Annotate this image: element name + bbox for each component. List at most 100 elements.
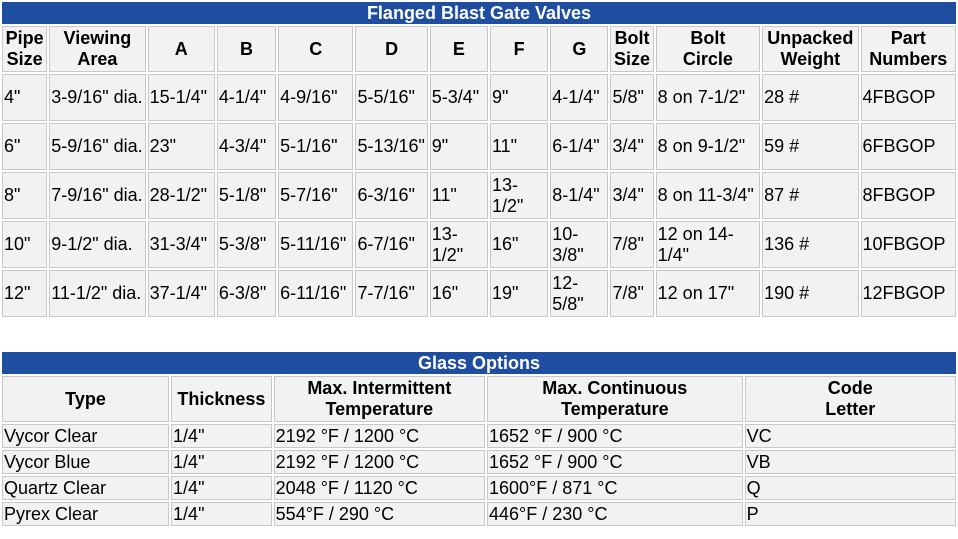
glass-header-row: Type Thickness Max. Intermittent Temperatur… <box>2 376 956 422</box>
table-cell: 19" <box>489 270 549 317</box>
header-line: Part <box>890 28 926 48</box>
valves-column-header: F <box>489 26 549 72</box>
table-cell: 11-1/2" dia. <box>49 270 146 317</box>
table-cell: 5-3/4" <box>429 74 488 121</box>
header-line: C <box>309 38 323 59</box>
header-line: Bolt <box>614 28 650 48</box>
table-cell: 8-1/4" <box>550 172 609 219</box>
valves-column-header: Pipe Size <box>2 26 48 72</box>
table-cell: 4FBGOP <box>860 74 956 121</box>
header-line: Bolt <box>690 28 726 48</box>
table-row: 10" 9-1/2" dia. 31-3/4" 5-3/8" 5-11/16" 6-7/1… <box>2 221 956 268</box>
table-cell: 10-3/8" <box>550 221 609 268</box>
valves-column-header: Unpacked Weight <box>762 26 859 72</box>
table-cell: Vycor Clear <box>2 424 170 448</box>
table-cell: 5/8" <box>610 74 654 121</box>
table-cell: 12 on 17" <box>655 270 761 317</box>
table-cell: 8 on 11-3/4" <box>655 172 761 219</box>
valves-column-header: B <box>216 26 277 72</box>
table-cell: 7-7/16" <box>355 270 428 317</box>
header-line: Pipe <box>5 28 44 48</box>
table-row: Quartz Clear 1/4" 2048 °F / 1120 °C 1600°F … <box>2 476 956 500</box>
header-line: Weight <box>780 49 841 69</box>
valves-column-header: C <box>278 26 354 72</box>
table-cell: 5-11/16" <box>278 221 354 268</box>
glass-options-table: Glass Options Type Thickness Max. Intermit… <box>0 350 958 528</box>
table-cell: 31-3/4" <box>147 221 215 268</box>
table-cell: 446°F / 230 °C <box>487 502 743 526</box>
header-line: A <box>174 38 188 59</box>
table-cell: 2048 °F / 1120 °C <box>273 476 485 500</box>
table-cell: 23" <box>147 123 215 170</box>
table-cell: 10FBGOP <box>860 221 956 268</box>
table-cell: 1652 °F / 900 °C <box>487 450 743 474</box>
header-line: Type <box>65 388 106 409</box>
table-cell: P <box>744 502 956 526</box>
table-row: 6" 5-9/16" dia. 23" 4-3/4" 5-1/16" 5-13/16" 9"… <box>2 123 956 170</box>
table-cell: 11" <box>429 172 488 219</box>
table-cell: 1/4" <box>171 424 272 448</box>
valves-column-header: E <box>429 26 488 72</box>
valves-column-header: A <box>147 26 215 72</box>
table-cell: VC <box>744 424 956 448</box>
table-cell: 6-3/8" <box>216 270 277 317</box>
table-cell: VB <box>744 450 956 474</box>
table-cell: 15-1/4" <box>147 74 215 121</box>
table-cell: 4-1/4" <box>550 74 609 121</box>
table-cell: 4-1/4" <box>216 74 277 121</box>
glass-title: Glass Options <box>2 352 956 374</box>
table-cell: 59 # <box>762 123 859 170</box>
valves-title: Flanged Blast Gate Valves <box>2 2 956 24</box>
table-cell: 8 on 9-1/2" <box>655 123 761 170</box>
table-cell: 5-5/16" <box>355 74 428 121</box>
valves-column-header: Viewing Area <box>49 26 146 72</box>
header-line: Viewing <box>63 28 132 48</box>
table-cell: 4-3/4" <box>216 123 277 170</box>
table-cell: 7-9/16" dia. <box>49 172 146 219</box>
header-line: Temperature <box>560 399 669 419</box>
table-cell: 1600°F / 871 °C <box>487 476 743 500</box>
header-line: Numbers <box>869 49 948 69</box>
table-cell: 11" <box>489 123 549 170</box>
header-line: Max. Continuous <box>542 378 688 398</box>
glass-column-header: Code Letter <box>744 376 956 422</box>
table-cell: 6-1/4" <box>550 123 609 170</box>
table-cell: 1/4" <box>171 476 272 500</box>
table-cell: 12 on 14-1/4" <box>655 221 761 268</box>
table-cell: 3/4" <box>610 123 654 170</box>
table-cell: Pyrex Clear <box>2 502 170 526</box>
table-cell: 12" <box>2 270 48 317</box>
table-cell: 5-1/8" <box>216 172 277 219</box>
header-line: F <box>513 38 525 59</box>
valves-column-header: G <box>550 26 609 72</box>
table-cell: 4-9/16" <box>278 74 354 121</box>
table-cell: 8" <box>2 172 48 219</box>
table-row: Vycor Blue 1/4" 2192 °F / 1200 °C 1652 °F /… <box>2 450 956 474</box>
table-cell: 5-1/16" <box>278 123 354 170</box>
table-cell: 9-1/2" dia. <box>49 221 146 268</box>
table-cell: 16" <box>489 221 549 268</box>
table-cell: 6FBGOP <box>860 123 956 170</box>
table-cell: 1652 °F / 900 °C <box>487 424 743 448</box>
table-row: Pyrex Clear 1/4" 554°F / 290 °C 446°F / 230… <box>2 502 956 526</box>
header-line: E <box>452 38 465 59</box>
table-cell: 13-1/2" <box>429 221 488 268</box>
table-cell: 1/4" <box>171 502 272 526</box>
valves-header-row: Pipe Size Viewing Area A B C D E F G Bolt Size Bolt Ci… <box>2 26 956 72</box>
table-cell: 16" <box>429 270 488 317</box>
table-cell: 554°F / 290 °C <box>273 502 485 526</box>
table-cell: 87 # <box>762 172 859 219</box>
table-cell: 1/4" <box>171 450 272 474</box>
glass-column-header: Max. Intermittent Temperature <box>273 376 485 422</box>
table-cell: 3/4" <box>610 172 654 219</box>
header-line: Temperature <box>325 399 434 419</box>
table-cell: 5-3/8" <box>216 221 277 268</box>
table-row: 12" 11-1/2" dia. 37-1/4" 6-3/8" 6-11/16" 7-7/… <box>2 270 956 317</box>
header-line: Size <box>614 49 651 69</box>
glass-column-header: Max. Continuous Temperature <box>487 376 743 422</box>
header-line: Size <box>6 49 43 69</box>
table-cell: 7/8" <box>610 221 654 268</box>
header-line: Unpacked <box>767 28 854 48</box>
table-cell: Vycor Blue <box>2 450 170 474</box>
table-cell: 136 # <box>762 221 859 268</box>
